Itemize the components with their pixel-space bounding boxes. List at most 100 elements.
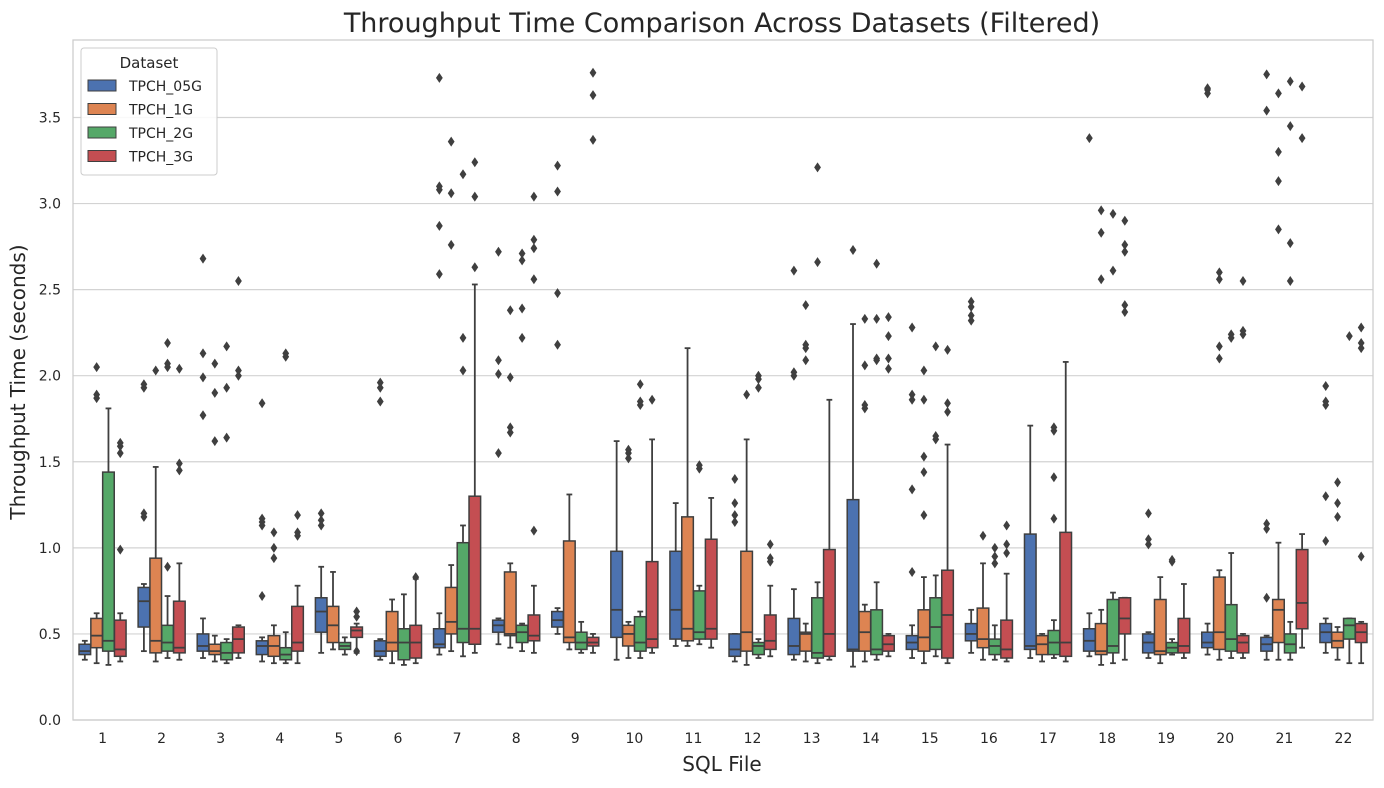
outlier-point [164, 561, 171, 572]
box [870, 609, 884, 656]
box [1000, 619, 1014, 659]
outlier-point [435, 181, 443, 192]
outlier-point [258, 398, 266, 409]
outlier-point [731, 517, 739, 528]
outlier-point [731, 498, 739, 509]
outlier-point [1121, 246, 1129, 257]
outlier-point [766, 539, 774, 550]
outlier-point [1357, 551, 1365, 562]
box [681, 516, 695, 642]
outlier-point [648, 394, 656, 405]
outlier-point [530, 191, 538, 202]
outlier-point [743, 389, 751, 400]
box [527, 614, 541, 642]
box [1177, 617, 1191, 654]
outlier-point [1121, 239, 1129, 250]
legend-swatch [87, 126, 117, 139]
box [397, 628, 411, 661]
box [113, 619, 127, 658]
box [1094, 622, 1108, 656]
outlier-point [814, 257, 821, 268]
outlier-point [885, 331, 892, 342]
outlier-point [1097, 205, 1105, 216]
box [1059, 531, 1073, 658]
outlier-point [93, 389, 101, 400]
box [373, 640, 387, 658]
outlier-point [932, 341, 940, 352]
outlier-point [636, 379, 644, 390]
x-tick-label: 17 [1039, 731, 1057, 747]
outlier-point [1334, 477, 1341, 488]
outlier-point [294, 510, 301, 521]
outlier-point [802, 339, 810, 350]
x-axis-ticks: 1 2 3 4 5 6 7 8 9 10 11 12 13 14 15 16 17 18 19 20 21 22 [98, 731, 1352, 747]
box [172, 600, 186, 654]
outlier-point [790, 367, 798, 378]
outlier-point [589, 134, 597, 145]
outlier-point [1003, 520, 1011, 531]
outlier-point [908, 566, 916, 577]
legend-label: TPCH_2G [128, 126, 193, 142]
x-tick-label: 21 [1275, 731, 1293, 747]
legend-swatch [87, 79, 117, 92]
outlier-point [1298, 81, 1306, 92]
outlier-point [755, 370, 762, 381]
x-tick-label: 19 [1157, 731, 1175, 747]
outlier-point [353, 646, 361, 657]
outlier-point [908, 389, 916, 400]
outlier-point [140, 508, 148, 519]
outlier-point [530, 234, 538, 245]
outlier-point [1050, 513, 1058, 524]
outlier-point [967, 310, 975, 321]
outlier-point [873, 353, 881, 364]
box [1224, 603, 1238, 652]
box [515, 624, 529, 644]
outlier-point [471, 262, 479, 273]
box [1118, 597, 1132, 635]
box [90, 617, 104, 649]
box [751, 641, 765, 656]
outlier-point [1003, 539, 1011, 550]
outlier-point [1145, 534, 1152, 545]
x-tick-label: 8 [512, 731, 521, 747]
outlier-point [530, 525, 538, 536]
outlier-point [459, 169, 467, 180]
box [137, 586, 151, 628]
box [432, 628, 446, 649]
outlier-point [152, 365, 160, 376]
outlier-point [695, 460, 703, 471]
outlier-point [93, 362, 101, 373]
outlier-point [967, 315, 975, 326]
legend-items: TPCH_05G TPCH_1G TPCH_2G TPCH_3G [87, 79, 202, 166]
outlier-point [140, 379, 148, 390]
outlier-point [1097, 274, 1105, 285]
box [255, 640, 269, 656]
outlier-point [447, 188, 455, 199]
outlier-point [1322, 396, 1330, 407]
series-TPCH_05G [78, 69, 1333, 668]
outlier-point [459, 365, 467, 376]
outlier-point [471, 157, 479, 168]
outlier-point [447, 239, 455, 250]
box [385, 610, 399, 652]
outlier-point [554, 339, 561, 350]
outlier-point [211, 358, 219, 369]
outlier-point [1286, 276, 1294, 287]
outlier-point [199, 410, 207, 421]
y-tick-label: 0.0 [39, 713, 61, 729]
outlier-point [235, 276, 242, 287]
outlier-point [1121, 307, 1129, 317]
series-TPCH_3G [113, 67, 1368, 665]
outlier-point [495, 355, 502, 366]
outlier-point [1263, 523, 1271, 534]
outlier-point [495, 448, 502, 459]
outlier-point [1275, 224, 1282, 235]
outlier-point [211, 436, 219, 447]
outlier-point [223, 382, 231, 393]
legend: Dataset TPCH_05G TPCH_1G TPCH_2G TPCH_3G [80, 47, 218, 176]
box [976, 607, 990, 649]
outlier-point [518, 248, 526, 259]
outlier-point [932, 430, 940, 441]
outlier-point [979, 530, 987, 541]
y-tick-label: 3.0 [39, 197, 61, 213]
